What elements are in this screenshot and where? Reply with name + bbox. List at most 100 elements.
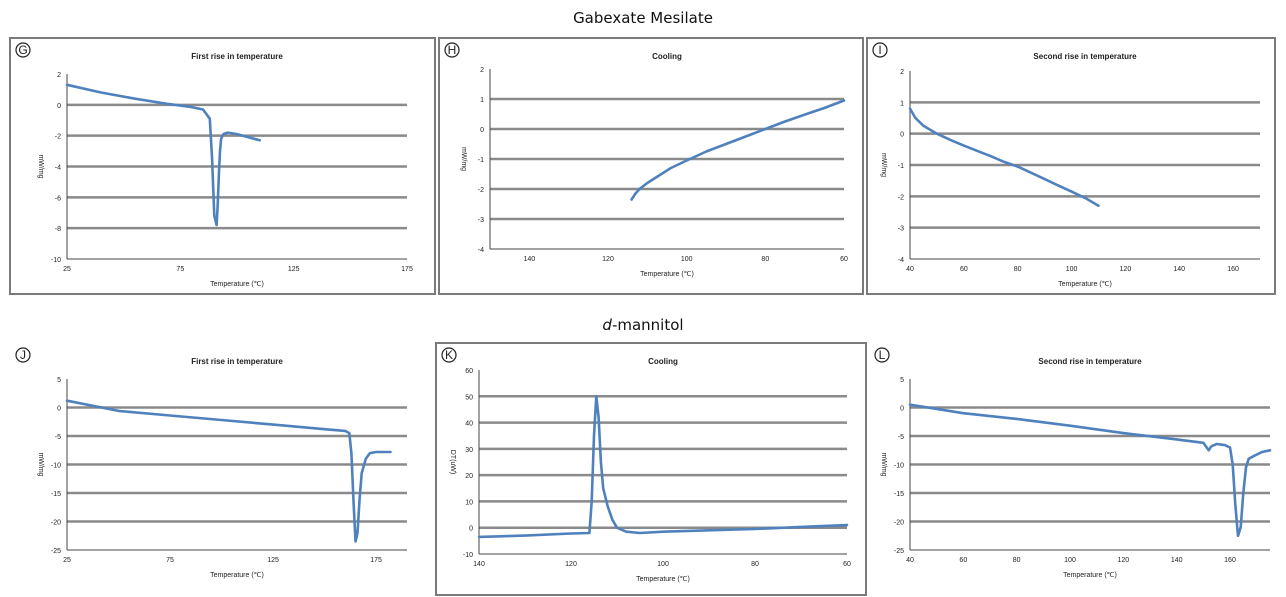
y-axis-label: mW/mg	[880, 452, 887, 476]
x-tick-label: 175	[370, 557, 382, 564]
y-tick-label: -25	[894, 548, 904, 555]
x-axis-label: Temperature (℃)	[636, 576, 690, 583]
x-tick-label: 160	[1224, 557, 1236, 564]
x-tick-label: 75	[176, 266, 184, 273]
x-tick-label: 100	[1066, 266, 1078, 273]
x-tick-label: 40	[906, 266, 914, 273]
y-tick-label: -4	[898, 257, 904, 264]
section-title-mannitol: d-mannitol	[602, 316, 684, 334]
series-line	[65, 83, 261, 227]
panel-letter: I	[878, 43, 881, 57]
y-tick-label: 0	[900, 406, 904, 413]
panel-letter-circle-icon	[444, 42, 460, 58]
x-tick-label: 80	[761, 256, 769, 263]
panel-letter-circle-icon	[441, 347, 457, 363]
y-tick-label: 60	[465, 368, 473, 375]
y-axis-label: DT(uW)	[449, 450, 456, 475]
panel-letter: H	[448, 43, 457, 57]
panel-letter: L	[879, 348, 886, 362]
x-tick-label: 125	[288, 266, 300, 273]
panel-letter: J	[20, 348, 26, 362]
y-tick-label: 0	[57, 406, 61, 413]
chart-title: First rise in temperature	[191, 357, 283, 366]
x-axis-label: Temperature (℃)	[210, 572, 264, 579]
chart-panel-G: G First rise in temperature 2 0 -2 -4 -6 -8 -10 2…	[9, 37, 436, 295]
chart-panel-H: H Cooling 2 1 0 -1 -2 -3 -4 140 120 100 80 60 Temperat…	[438, 37, 864, 295]
x-tick-label: 25	[63, 557, 71, 564]
panel-letter-circle-icon	[15, 347, 31, 363]
x-tick-label: 140	[1171, 557, 1183, 564]
y-tick-label: 2	[900, 69, 904, 76]
y-tick-label: -8	[55, 226, 61, 233]
chart-panel-K: K Cooling 60 50 40 30 20 10 0 -10 140 120 100 80 60 Tem…	[435, 342, 867, 596]
y-tick-label: 20	[465, 473, 473, 480]
x-tick-label: 80	[1014, 266, 1022, 273]
y-axis-label: mW/mg	[37, 452, 44, 476]
x-tick-label: 80	[751, 561, 759, 568]
series-line	[630, 99, 846, 201]
x-axis-label: Temperature (℃)	[1058, 281, 1112, 288]
y-tick-label: -15	[894, 491, 904, 498]
chart-J-svg: J First rise in temperature 5 0 -5 -10 -15 -20 -…	[15, 347, 407, 579]
y-axis-label: mW/mg	[37, 154, 44, 178]
x-axis-label: Temperature (℃)	[210, 281, 264, 288]
x-axis-label: Temperature (℃)	[1063, 572, 1117, 579]
chart-title: Second rise in temperature	[1038, 357, 1142, 366]
x-tick-label: 140	[473, 561, 485, 568]
section-title-gabexate: Gabexate Mesilate	[573, 9, 713, 27]
panel-letter: G	[18, 43, 27, 57]
x-tick-label: 75	[166, 557, 174, 564]
x-tick-label: 120	[1120, 266, 1132, 273]
x-tick-label: 100	[1064, 557, 1076, 564]
x-tick-label: 80	[1013, 557, 1021, 564]
x-tick-label: 60	[843, 561, 851, 568]
panel-letter: K	[445, 348, 453, 362]
x-tick-label: 120	[1117, 557, 1129, 564]
y-tick-label: 30	[465, 447, 473, 454]
x-tick-label: 140	[1173, 266, 1185, 273]
y-tick-label: -20	[894, 520, 904, 527]
y-tick-label: -3	[478, 217, 484, 224]
panel-letter-circle-icon	[874, 347, 890, 363]
y-tick-label: -25	[51, 548, 61, 555]
x-tick-label: 60	[840, 256, 848, 263]
y-tick-label: 0	[480, 127, 484, 134]
panel-letter-circle-icon	[872, 42, 888, 58]
x-tick-label: 25	[63, 266, 71, 273]
x-tick-label: 60	[959, 557, 967, 564]
chart-I-svg: I Second rise in temperature 2 1 0 -1 -2 -3 -440…	[872, 42, 1260, 288]
x-tick-label: 60	[960, 266, 968, 273]
chart-H-svg: H Cooling 2 1 0 -1 -2 -3 -4 140 120 100 80 60 Temperat…	[444, 42, 848, 278]
chart-G-svg: G First rise in temperature 2 0 -2 -4 -6 -8 -102…	[15, 42, 413, 288]
y-tick-label: 0	[57, 103, 61, 110]
y-axis-label: mW/mg	[880, 153, 887, 177]
y-tick-label: -2	[55, 134, 61, 141]
x-tick-label: 125	[267, 557, 279, 564]
y-tick-label: -5	[55, 434, 61, 441]
chart-panel-I: I Second rise in temperature 2 1 0 -1 -2 -3 -4 40…	[866, 37, 1276, 295]
series-line	[908, 107, 1100, 207]
y-axis-label: mW/mg	[460, 147, 467, 171]
y-tick-label: -5	[898, 434, 904, 441]
y-tick-label: -2	[898, 194, 904, 201]
panel-letter-circle-icon	[15, 42, 31, 58]
y-tick-label: -6	[55, 195, 61, 202]
y-tick-label: -15	[51, 491, 61, 498]
x-tick-label: 120	[602, 256, 614, 263]
y-tick-label: -20	[51, 520, 61, 527]
y-tick-label: 2	[480, 67, 484, 74]
y-tick-label: -4	[478, 247, 484, 254]
y-tick-label: 50	[465, 394, 473, 401]
series-line	[908, 403, 1272, 538]
y-tick-label: 0	[469, 526, 473, 533]
y-tick-label: 5	[57, 377, 61, 384]
chart-title: Cooling	[648, 357, 678, 366]
chart-title: Second rise in temperature	[1033, 52, 1137, 61]
series-line	[477, 395, 849, 539]
y-tick-label: -2	[478, 187, 484, 194]
series-line	[65, 399, 392, 543]
y-tick-label: 1	[900, 100, 904, 107]
y-tick-label: 5	[900, 377, 904, 384]
chart-L-svg: L Second rise in temperature 5 0 -5 -10 -15 -20…	[874, 347, 1272, 579]
y-tick-label: 0	[900, 132, 904, 139]
